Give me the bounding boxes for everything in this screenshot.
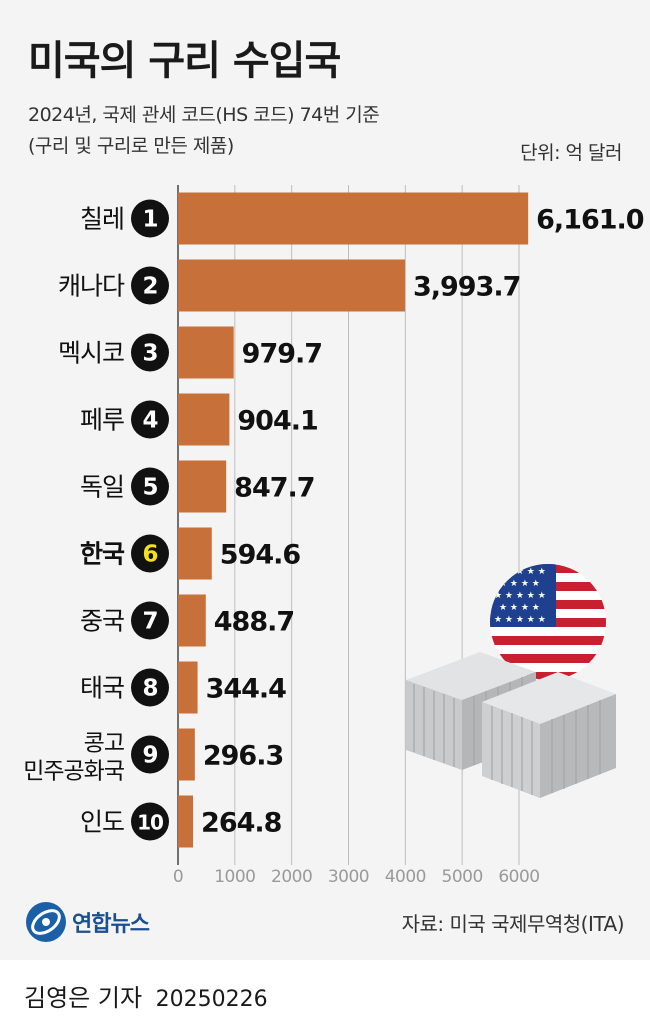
- x-tick-label: 4000: [385, 867, 426, 887]
- illustration: ★ ★ ★ ★ ★ ★ ★ ★ ★ ★ ★ ★ ★ ★ ★ ★ ★ ★ ★ ★ …: [406, 564, 616, 798]
- svg-text:★ ★ ★ ★: ★ ★ ★ ★: [499, 579, 540, 589]
- bar: [178, 393, 230, 446]
- x-tick-label: 6000: [498, 867, 539, 887]
- category-label: 칠레: [80, 205, 124, 234]
- rank-number: 5: [142, 475, 157, 501]
- data-label: 6,161.0: [536, 205, 644, 236]
- bar: [178, 192, 529, 245]
- category-label: 민주공화국: [23, 759, 124, 785]
- rank-badge: [131, 266, 169, 305]
- rank-number: 8: [142, 676, 157, 702]
- data-label: 344.4: [206, 674, 287, 705]
- svg-text:★ ★ ★ ★ ★: ★ ★ ★ ★ ★: [494, 615, 546, 625]
- category-label: 독일: [80, 473, 124, 502]
- reporter-name: 김영은 기자: [24, 984, 143, 1012]
- svg-text:★ ★ ★ ★ ★: ★ ★ ★ ★ ★: [494, 591, 546, 601]
- data-label: 979.7: [242, 339, 322, 370]
- svg-text:★ ★ ★ ★ ★: ★ ★ ★ ★ ★: [494, 567, 546, 577]
- subtitle: 2024년, 국제 관세 코드(HS 코드) 74번 기준 (구리 및 구리로 …: [28, 100, 380, 162]
- reporter-credit: 김영은 기자 20250226: [24, 978, 268, 1013]
- data-label: 264.8: [201, 808, 282, 839]
- rank-badge: [131, 467, 169, 506]
- logo-text: 연합뉴스: [72, 912, 150, 937]
- category-label: 태국: [80, 674, 124, 703]
- category-label: 멕시코: [58, 339, 124, 368]
- subtitle-line-2: (구리 및 구리로 만든 제품): [28, 135, 234, 157]
- category-label: 콩고: [84, 731, 124, 757]
- bar: [178, 259, 405, 312]
- category-label: 캐나다: [58, 272, 125, 301]
- category-label: 페루: [80, 406, 124, 435]
- rank-badge: [131, 400, 169, 439]
- rank-number: 6: [142, 542, 157, 568]
- page-title: 미국의 구리 수입국: [28, 38, 341, 84]
- rank-badge: [131, 534, 169, 573]
- yonhap-logo: 연합뉴스: [26, 902, 150, 942]
- x-tick-label: 2000: [271, 867, 312, 887]
- rank-number: 7: [142, 609, 157, 635]
- rank-number: 4: [142, 408, 157, 434]
- data-label: 904.1: [237, 406, 317, 437]
- bar: [178, 728, 195, 781]
- rank-number: 2: [142, 274, 157, 300]
- rank-badge: [131, 199, 169, 238]
- data-label: 296.3: [203, 741, 283, 772]
- rank-number: 1: [142, 207, 157, 233]
- rank-number: 3: [142, 341, 157, 367]
- category-label: 인도: [80, 808, 124, 837]
- publish-date: 20250226: [155, 987, 268, 1012]
- bar: [178, 460, 227, 513]
- subtitle-line-1: 2024년, 국제 관세 코드(HS 코드) 74번 기준: [28, 104, 380, 126]
- shipping-container-icon: [406, 652, 616, 798]
- svg-text:★ ★ ★ ★: ★ ★ ★ ★: [499, 603, 540, 613]
- bar: [178, 594, 206, 647]
- infographic-card: 미국의 구리 수입국 2024년, 국제 관세 코드(HS 코드) 74번 기준…: [23, 38, 645, 942]
- x-tick-label: 5000: [442, 867, 483, 887]
- unit-label: 단위: 억 달러: [520, 142, 622, 164]
- footer-bar: [0, 960, 650, 1025]
- data-label: 594.6: [220, 540, 301, 571]
- data-label: 488.7: [214, 607, 294, 638]
- data-label: 847.7: [234, 473, 314, 504]
- bar-chart: 6,161.01칠레3,993.72캐나다979.73멕시코904.14페루84…: [23, 185, 645, 887]
- yonhap-logo-icon: [26, 902, 66, 942]
- x-tick-label: 1000: [214, 867, 255, 887]
- x-tick-label: 0: [173, 867, 183, 887]
- bar: [178, 795, 194, 848]
- rank-badge: [131, 802, 169, 841]
- rank-badge: [131, 735, 169, 774]
- category-label: 중국: [80, 607, 124, 636]
- x-tick-label: 3000: [328, 867, 369, 887]
- rank-badge: [131, 333, 169, 372]
- rank-badge: [131, 668, 169, 707]
- data-label: 3,993.7: [413, 272, 520, 303]
- source-label: 자료: 미국 국제무역청(ITA): [401, 912, 625, 936]
- rank-number: 9: [142, 743, 157, 769]
- category-label: 한국: [80, 540, 125, 569]
- bar: [178, 527, 212, 580]
- bar: [178, 661, 198, 714]
- rank-badge: [131, 601, 169, 640]
- rank-number: 10: [137, 811, 163, 835]
- bar: [178, 326, 234, 379]
